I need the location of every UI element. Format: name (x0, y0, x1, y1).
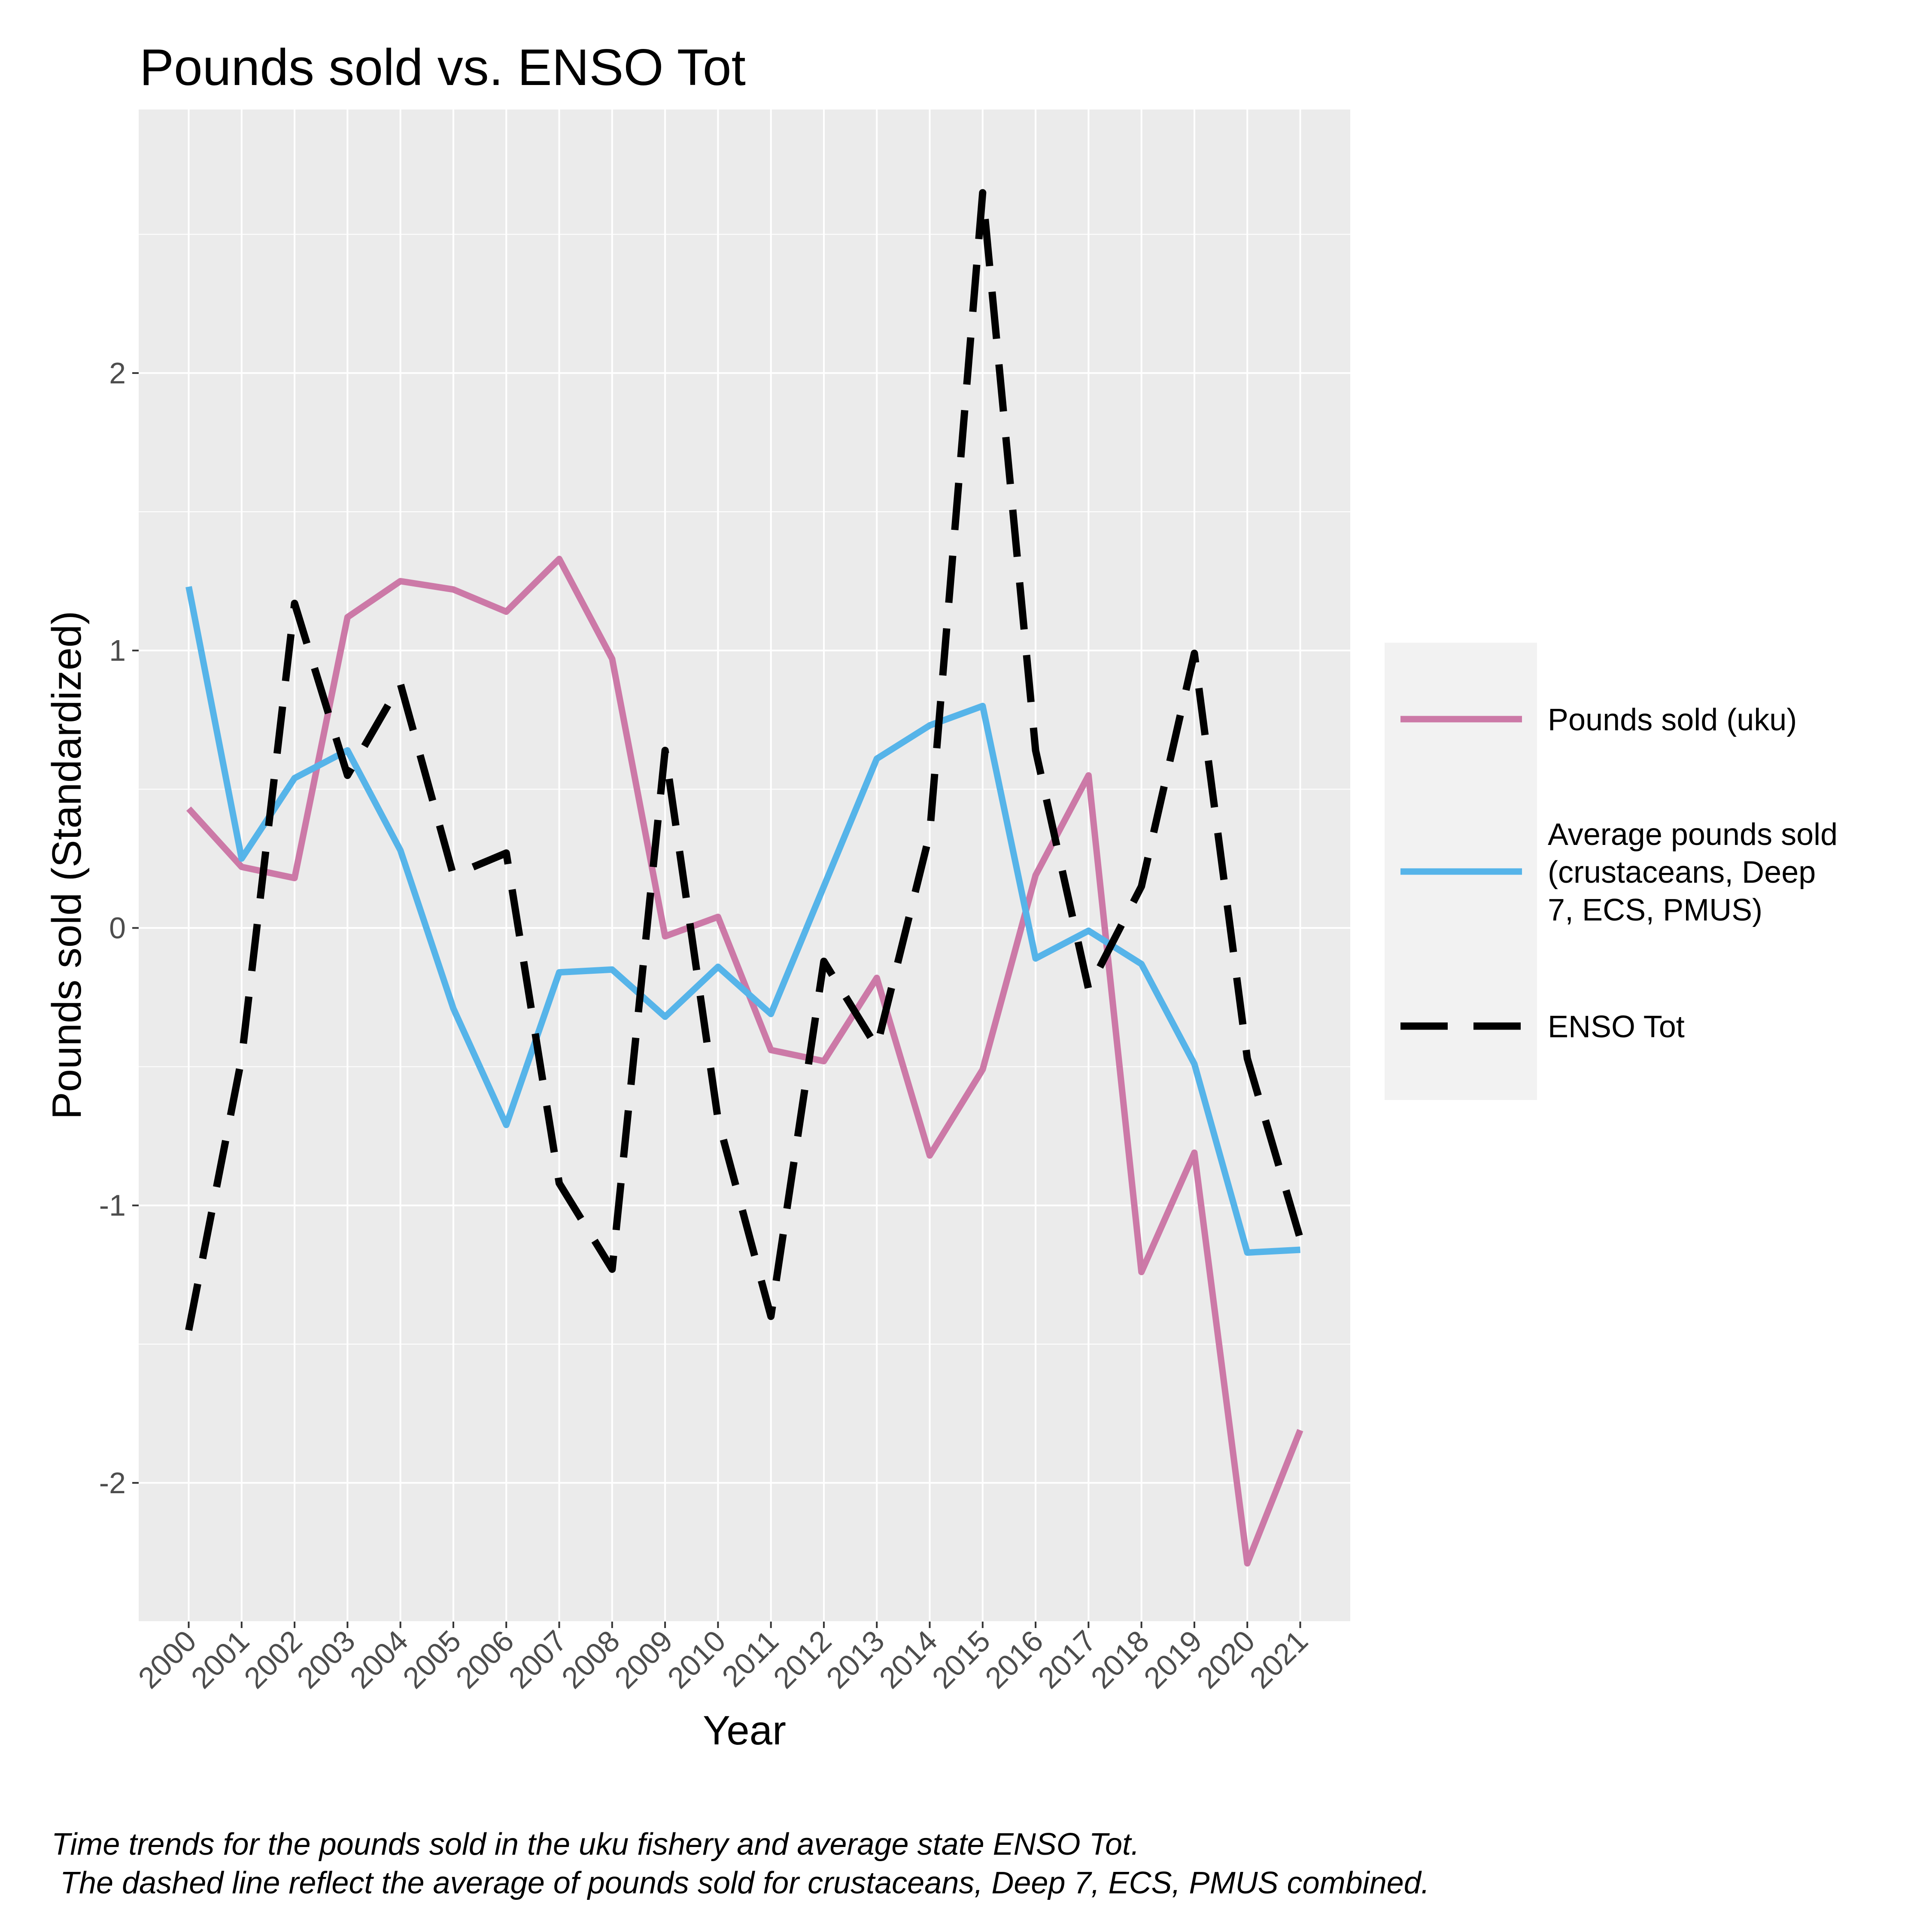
series-line-2 (185, 586, 1300, 1256)
y-axis: -2 -1 0 1 2 (99, 356, 139, 1500)
series-layer (185, 189, 1304, 1567)
x-tick-label: 2008 (555, 1624, 626, 1695)
x-tick-label: 2018 (1084, 1624, 1155, 1695)
legend-label-3: ENSO Tot (1548, 1010, 1685, 1044)
series-line-3 (185, 189, 1304, 1331)
legend-label-1: Pounds sold (uku) (1548, 703, 1797, 737)
series-line-1 (186, 556, 1303, 1567)
y-tick-label: 2 (109, 356, 126, 390)
x-tick-label: 2013 (820, 1624, 891, 1695)
chart-title: Pounds sold vs. ENSO Tot (140, 39, 746, 96)
x-tick-label: 2009 (608, 1624, 679, 1695)
x-tick-label: 2021 (1243, 1624, 1314, 1695)
grid-minor (139, 234, 1350, 1622)
x-tick-label: 2015 (926, 1624, 996, 1695)
x-tick-label: 2005 (396, 1624, 467, 1695)
plot-panel (139, 109, 1350, 1622)
legend: Pounds sold (uku) Average pounds sold (cru… (1385, 643, 1838, 1100)
x-tick-label: 2007 (502, 1624, 573, 1695)
x-tick-label: 2016 (978, 1624, 1049, 1695)
x-tick-label: 2004 (343, 1624, 414, 1695)
x-tick-label: 2019 (1137, 1624, 1208, 1695)
x-tick-label: 2002 (237, 1624, 308, 1695)
caption-line-2: The dashed line reflect the average of p… (52, 1866, 1430, 1900)
x-tick-label: 2011 (716, 1624, 785, 1693)
x-tick-label: 2001 (185, 1624, 255, 1695)
x-axis: 2000200120022003200420052006200720082009… (132, 1622, 1314, 1695)
x-tick-label: 2000 (132, 1624, 203, 1695)
legend-label-2: Average pounds sold (crustaceans, Deep 7, … (1548, 817, 1838, 927)
x-tick-label: 2014 (873, 1624, 944, 1695)
x-tick-label: 2020 (1191, 1624, 1261, 1695)
y-tick-label: -2 (99, 1466, 126, 1500)
x-tick-label: 2010 (661, 1624, 732, 1695)
caption-line-1: Time trends for the pounds sold in the u… (52, 1827, 1139, 1862)
x-tick-label: 2003 (291, 1624, 361, 1695)
y-tick-label: 1 (109, 634, 126, 667)
x-tick-label: 2017 (1032, 1624, 1103, 1695)
x-axis-title: Year (703, 1707, 786, 1753)
x-tick-label: 2006 (450, 1624, 520, 1695)
x-tick-label: 2012 (767, 1624, 838, 1695)
y-tick-label: 0 (109, 911, 126, 945)
y-tick-label: -1 (99, 1189, 126, 1222)
y-axis-title: Pounds sold (Standardized) (44, 611, 90, 1120)
caption: Time trends for the pounds sold in the u… (52, 1827, 1430, 1900)
